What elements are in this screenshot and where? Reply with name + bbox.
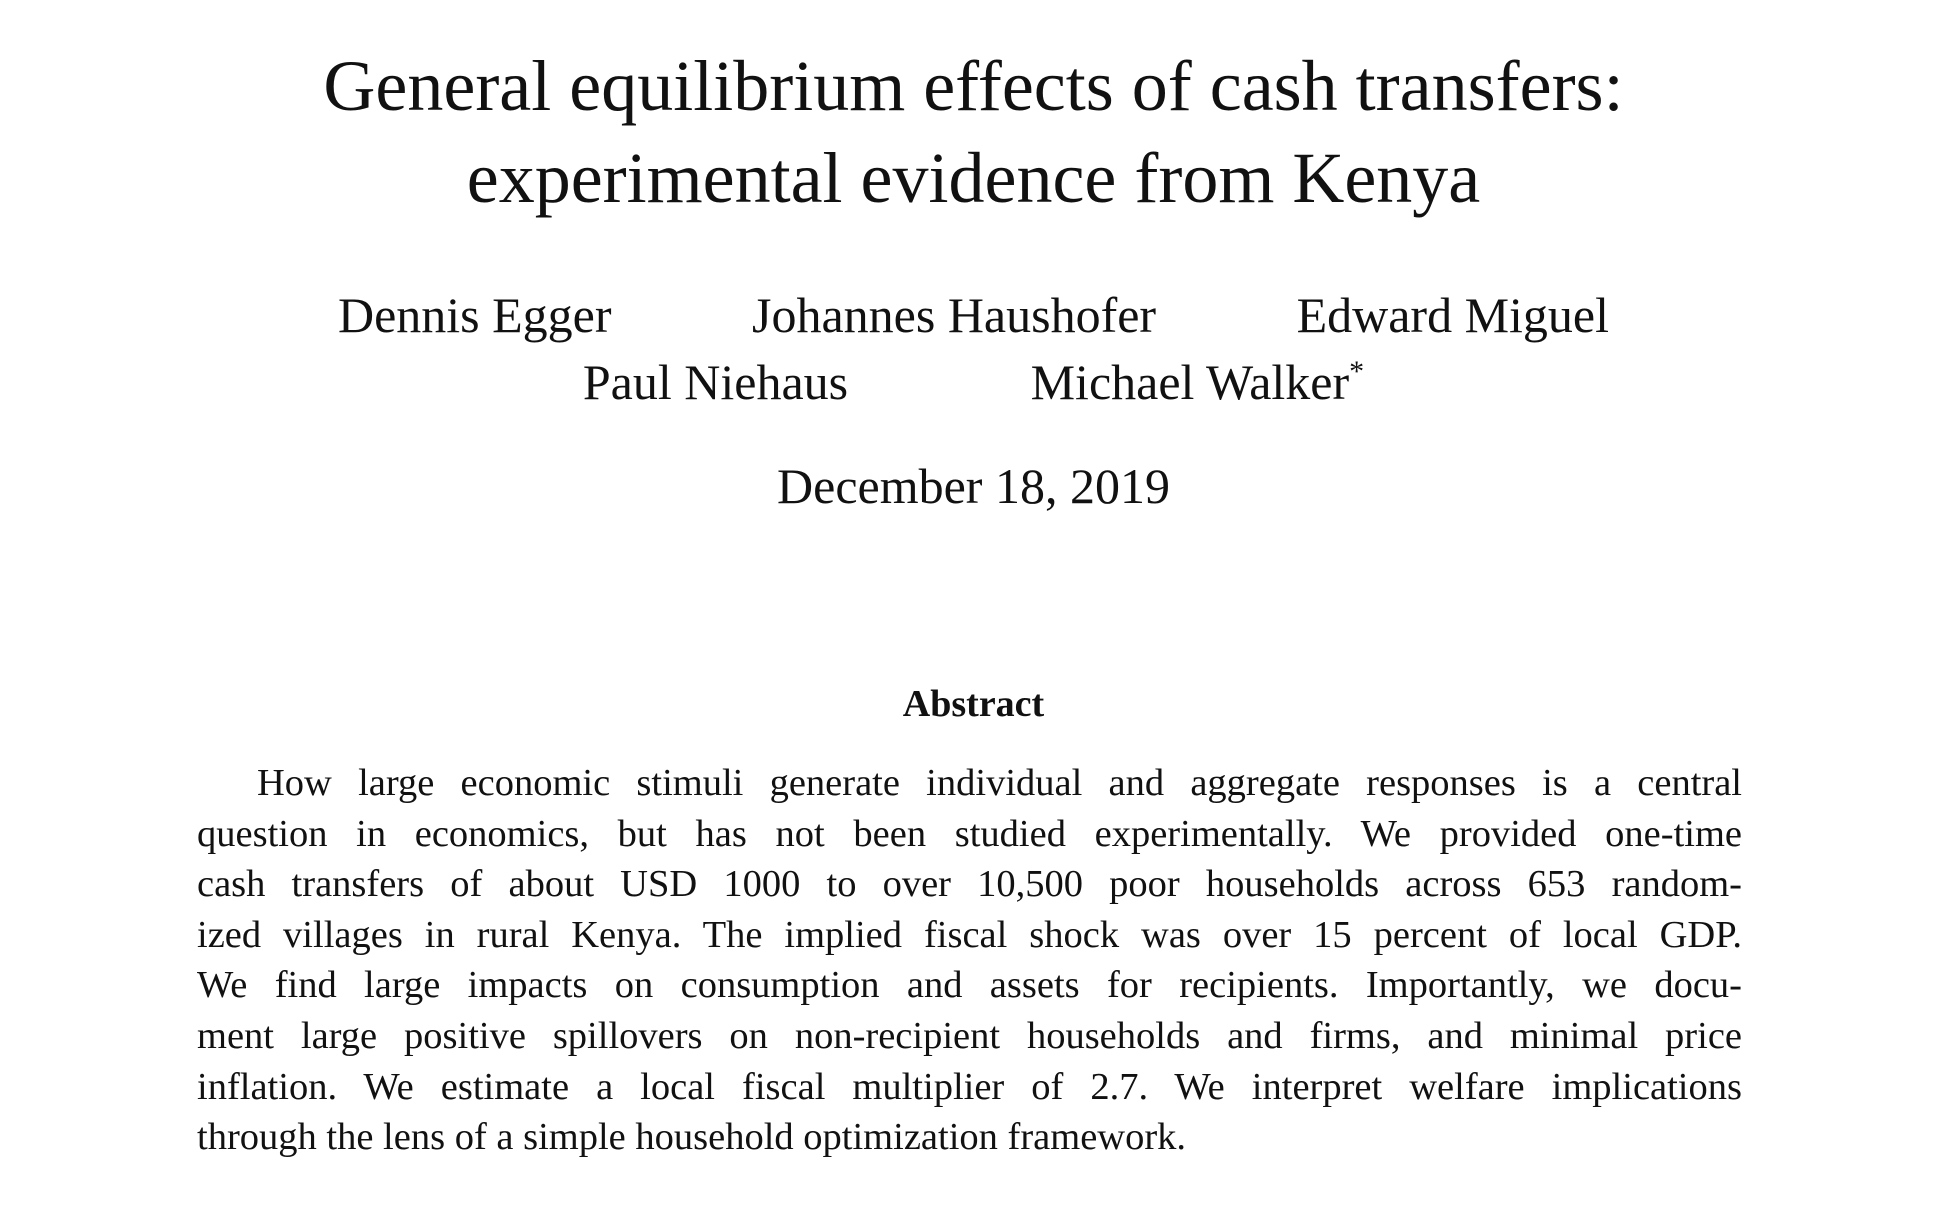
- footnote-mark[interactable]: *: [1349, 355, 1365, 388]
- paper-title: General equilibrium effects of cash tran…: [0, 40, 1947, 224]
- abstract-line: ized villages in rural Kenya. The implie…: [197, 913, 1742, 956]
- abstract-heading: Abstract: [902, 683, 1045, 725]
- author-johannes-haushofer: Johannes Haushofer: [752, 287, 1157, 343]
- author-michael-walker: Michael Walker*: [1031, 352, 1365, 412]
- author-edward-miguel: Edward Miguel: [1296, 287, 1610, 343]
- author-paul-niehaus: Paul Niehaus: [582, 354, 849, 410]
- title-line-2: experimental evidence from Kenya: [466, 138, 1481, 218]
- abstract-line: inflation. We estimate a local fiscal mu…: [197, 1065, 1742, 1108]
- abstract-line: ment large positive spillovers on non-re…: [197, 1014, 1742, 1057]
- abstract-line: How large economic stimuli generate indi…: [257, 762, 1742, 804]
- authors-row-1: Dennis Egger Johannes Haushofer Edward M…: [0, 285, 1947, 345]
- abstract-line: cash transfers of about USD 1000 to over…: [197, 863, 1742, 906]
- author-dennis-egger: Dennis Egger: [337, 287, 612, 343]
- author-michael-walker-name: Michael Walker: [1030, 354, 1350, 410]
- abstract-line: question in economics, but has not been …: [197, 812, 1742, 855]
- abstract-line: We find large impacts on consumption and…: [197, 964, 1742, 1007]
- paper-date: December 18, 2019: [777, 458, 1170, 514]
- authors-row-2: Paul Niehaus Michael Walker*: [0, 352, 1947, 412]
- title-line-1: General equilibrium effects of cash tran…: [323, 46, 1624, 126]
- abstract-line: through the lens of a simple household o…: [197, 1116, 1187, 1159]
- abstract-body: How large economic stimuli generate indi…: [197, 758, 1742, 1163]
